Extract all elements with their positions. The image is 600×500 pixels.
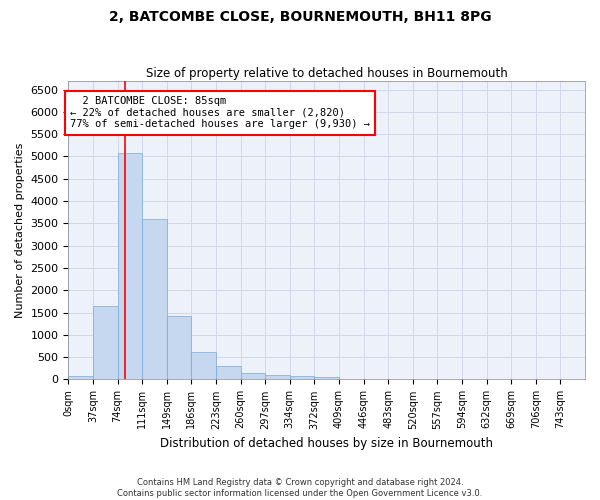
Bar [191,352,216,380]
Bar [314,376,339,380]
Bar [290,376,314,380]
Bar [167,316,191,380]
Bar [265,375,290,380]
Title: Size of property relative to detached houses in Bournemouth: Size of property relative to detached ho… [146,66,508,80]
Bar [241,373,265,380]
Text: Contains HM Land Registry data © Crown copyright and database right 2024.
Contai: Contains HM Land Registry data © Crown c… [118,478,482,498]
Text: 2, BATCOMBE CLOSE, BOURNEMOUTH, BH11 8PG: 2, BATCOMBE CLOSE, BOURNEMOUTH, BH11 8PG [109,10,491,24]
Bar [142,219,167,380]
Bar [68,376,93,380]
Y-axis label: Number of detached properties: Number of detached properties [15,142,25,318]
Bar [216,366,241,380]
Bar [118,153,142,380]
Bar [93,306,118,380]
Text: 2 BATCOMBE CLOSE: 85sqm
← 22% of detached houses are smaller (2,820)
77% of semi: 2 BATCOMBE CLOSE: 85sqm ← 22% of detache… [70,96,370,130]
X-axis label: Distribution of detached houses by size in Bournemouth: Distribution of detached houses by size … [160,437,493,450]
